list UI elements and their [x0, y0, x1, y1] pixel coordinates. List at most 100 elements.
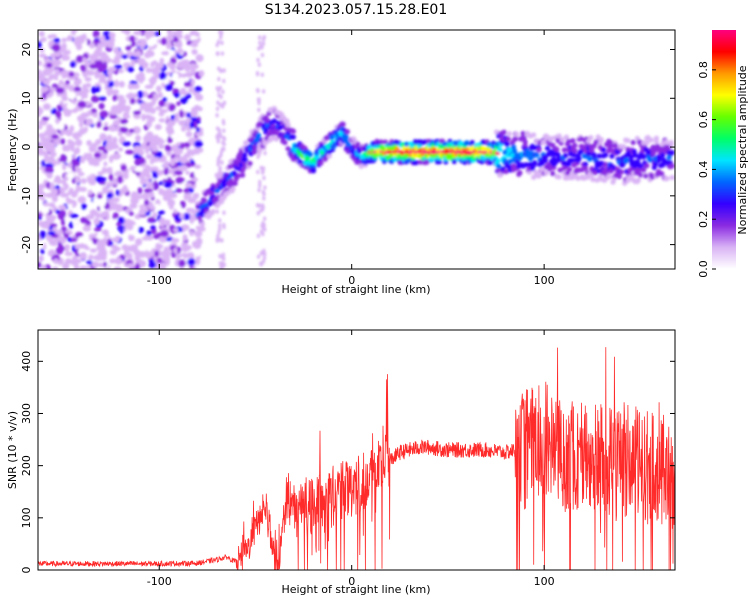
spectrogram-speckle [216, 139, 220, 144]
spectrogram-speckle [218, 253, 222, 259]
spectrogram-ridge-cell [556, 133, 562, 139]
spectrogram-ridge-cell [664, 175, 670, 182]
spectrogram-speckle [192, 121, 198, 129]
spectrogram-speckle [47, 34, 53, 39]
spectrogram-ridge-cell [657, 155, 663, 161]
spectrogram-speckle [137, 58, 146, 66]
spectrogram-ridge-cell [505, 136, 511, 142]
spectrogram-speckle [65, 80, 70, 85]
spectrogram-speckle [155, 62, 164, 69]
spectrogram-speckle [115, 170, 123, 176]
spectrogram-ridge-cell [510, 144, 517, 150]
spectrogram-ridge-cell [242, 152, 248, 158]
spectrogram-speckle [43, 140, 51, 149]
spectrogram-speckle [132, 110, 142, 116]
spectrogram-speckle [166, 33, 174, 42]
spectrogram-ridge-cell [531, 132, 537, 138]
spectrogram-speckle [221, 89, 225, 95]
spectrogram-ridge-cell [644, 140, 650, 146]
spectrogram-speckle [187, 88, 195, 93]
spectrogram-speckle [130, 59, 136, 67]
spectrogram-speckle [66, 198, 73, 205]
spectrogram-speckle [92, 165, 101, 171]
spectrogram-speckle [88, 118, 95, 125]
spectrogram-speckle [171, 72, 179, 80]
spectrogram-speckle [73, 263, 80, 269]
spectrogram-speckle [38, 90, 42, 98]
spectrogram-speckle [146, 119, 152, 128]
spectrogram-speckle [258, 40, 262, 46]
spectrogram-speckle [116, 222, 121, 227]
spectrogram-speckle [120, 164, 127, 172]
spectrogram-speckle [144, 211, 151, 216]
spectrogram-speckle [96, 42, 103, 50]
spectrogram-speckle [173, 228, 179, 233]
spectrogram-speckle [160, 37, 167, 46]
spectrogram-speckle [139, 41, 147, 47]
spectrogram-speckle [217, 76, 221, 82]
spectrogram-speckle [111, 153, 121, 160]
spectrogram-speckle [96, 243, 103, 249]
spectrogram-speckle [153, 31, 161, 37]
spectrogram-speckle [62, 262, 70, 269]
spectrogram-speckle [108, 173, 114, 182]
spectrogram-speckle [147, 94, 154, 99]
spectrogram-speckle [182, 107, 191, 112]
spectrogram-speckle [198, 147, 204, 153]
spectrogram-speckle [82, 225, 92, 232]
spectrogram-y-tick-label: -10 [20, 187, 33, 205]
spectrogram-speckle [158, 218, 167, 225]
spectrogram-speckle [46, 156, 55, 164]
spectrogram-ridge-cell [591, 143, 597, 149]
snr-series-line [38, 347, 675, 570]
spectrogram-speckle [82, 72, 88, 78]
spectrogram-speckle [120, 187, 129, 193]
spectrogram-speckle [162, 97, 168, 102]
spectrogram-ridge-cell [217, 170, 223, 177]
spectrogram-speckle [262, 35, 266, 40]
spectrogram-speckle [193, 172, 203, 178]
spectrogram-speckle [218, 226, 222, 232]
spectrogram-speckle [38, 107, 44, 115]
spectrogram-speckle [70, 237, 78, 242]
spectrogram-speckle [48, 215, 57, 220]
spectrogram-speckle [216, 100, 220, 105]
spectrogram-speckle [179, 155, 188, 164]
spectrogram-speckle [127, 245, 132, 252]
spectrogram-speckle [190, 137, 195, 146]
spectrogram-ridge-cell [564, 175, 571, 181]
spectrogram-speckle [158, 112, 164, 117]
spectrogram-ridge-cell [565, 138, 572, 145]
spectrogram-speckle [54, 110, 62, 119]
spectrogram-speckle [69, 213, 79, 219]
spectrogram-speckle [263, 185, 267, 190]
spectrogram-speckle [51, 134, 59, 140]
spectrogram-ridge-cell [603, 161, 609, 168]
spectrogram-speckle [182, 234, 188, 242]
spectrogram-speckle [114, 79, 119, 88]
spectrogram-speckle [130, 197, 139, 205]
spectrogram-speckle [160, 262, 167, 269]
spectrogram-speckle [117, 147, 124, 152]
spectrogram-ridge-cell [210, 208, 216, 215]
spectrogram-ridge-cell [495, 158, 501, 164]
spectrogram-speckle [128, 128, 135, 134]
spectrogram-speckle [109, 258, 117, 264]
spectrogram-ridge-cell [208, 200, 214, 206]
snr-y-tick-label: 300 [20, 403, 33, 424]
spectrogram-ridge-cell [201, 197, 208, 203]
spectrogram-speckle [175, 252, 181, 260]
spectrogram-speckle [174, 112, 179, 120]
spectrogram-speckle [113, 246, 121, 252]
spectrogram-speckle [160, 51, 170, 56]
spectrogram-speckle [79, 251, 87, 260]
spectrogram-speckle [256, 233, 261, 239]
spectrogram-ridge-cell [199, 221, 205, 227]
spectrogram-ridge-cell [529, 165, 536, 171]
spectrogram-ridge-cell [643, 173, 649, 179]
spectrogram-speckle [104, 80, 109, 87]
spectrogram-ridge-cell [572, 142, 578, 149]
spectrogram-speckle [93, 197, 99, 205]
spectrogram-speckle [91, 142, 98, 148]
spectrogram-speckle [263, 216, 267, 221]
